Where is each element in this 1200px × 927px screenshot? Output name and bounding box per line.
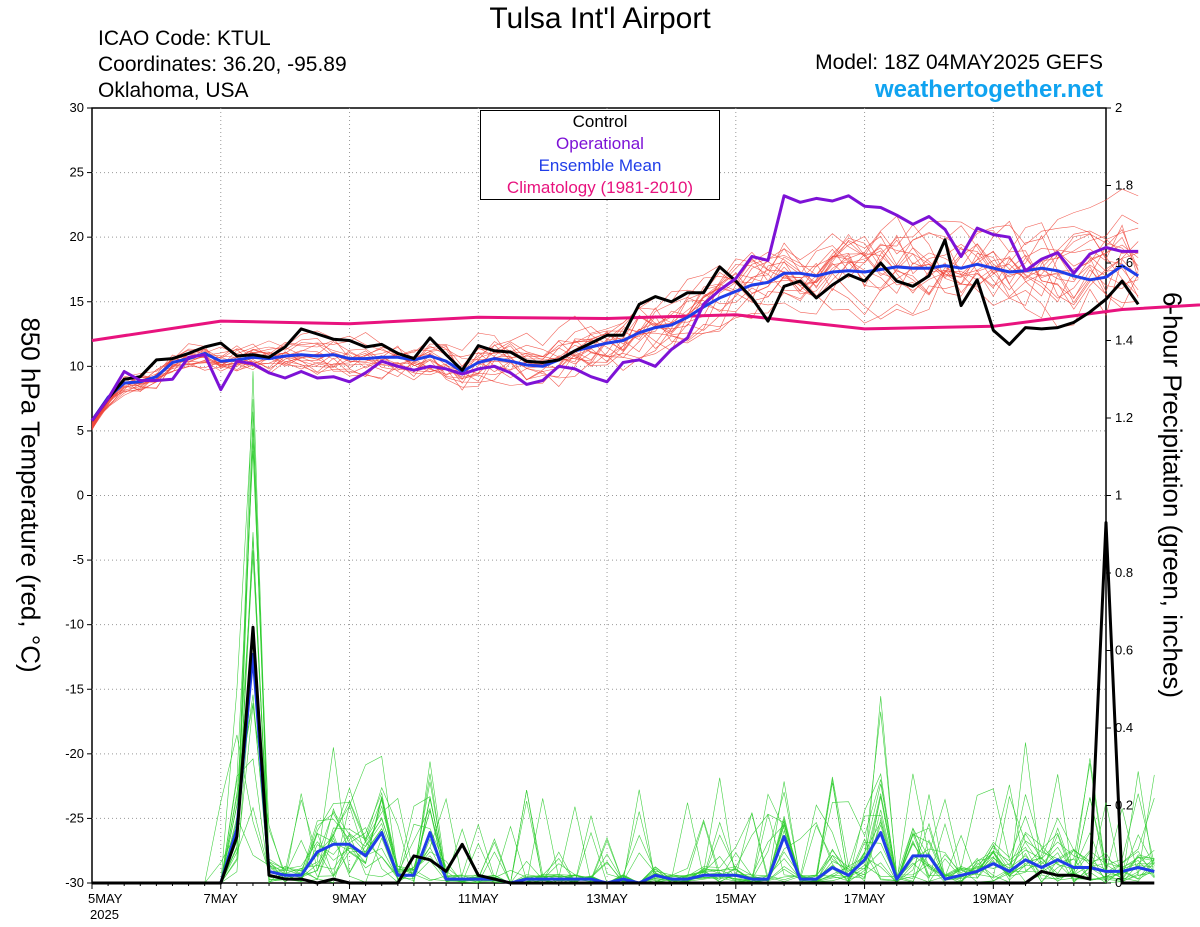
- coordinates: Coordinates: 36.20, -95.89: [98, 53, 347, 76]
- temp-member-line: [91, 252, 1139, 426]
- y-tick-label: -25: [65, 810, 84, 825]
- legend-control: Control: [572, 112, 628, 131]
- y2-tick-label: 1.6: [1115, 255, 1133, 270]
- x-tick-label: 5MAY: [88, 891, 123, 906]
- y-tick-label: -10: [65, 617, 84, 632]
- axis-ticks: 302520151050-5-10-15-20-25-3021.81.61.41…: [65, 100, 1133, 922]
- precip-member-line: [92, 742, 1155, 884]
- y2-tick-label: 0.8: [1115, 565, 1133, 580]
- temp-member-line: [91, 229, 1139, 428]
- y-tick-label: -30: [65, 875, 84, 890]
- x-tick-label: 7MAY: [204, 891, 239, 906]
- y-tick-label: -20: [65, 746, 84, 761]
- y2-tick-label: 1.8: [1115, 178, 1133, 193]
- precip-member-line: [92, 659, 1155, 884]
- legend-operational: Operational: [556, 134, 644, 153]
- member-lines: [91, 188, 1155, 884]
- temp-operational-line: [90, 194, 1139, 422]
- y2-tick-label: 0.2: [1115, 798, 1133, 813]
- x-tick-label: 17MAY: [844, 891, 886, 906]
- icao-code: ICAO Code: KTUL: [98, 27, 271, 50]
- y-tick-label: -15: [65, 681, 84, 696]
- model-run: Model: 18Z 04MAY2025 GEFS: [815, 51, 1103, 74]
- y-tick-label: 0: [77, 488, 84, 503]
- temp-member-line: [91, 220, 1139, 421]
- y2-tick-label: 0.6: [1115, 643, 1133, 658]
- x-tick-label: 19MAY: [972, 891, 1014, 906]
- region: Oklahoma, USA: [98, 79, 249, 102]
- y-tick-label: 5: [77, 423, 84, 438]
- temp-control-line: [90, 238, 1140, 422]
- legend-ensemble-mean: Ensemble Mean: [538, 156, 662, 175]
- x-year-label: 2025: [90, 907, 119, 922]
- precip-member-line: [92, 734, 1155, 884]
- temp-member-line: [91, 227, 1139, 428]
- y-tick-label: 25: [70, 165, 84, 180]
- y-tick-label: 15: [70, 294, 84, 309]
- y-tick-label: -5: [72, 552, 84, 567]
- legend: Control Operational Ensemble Mean Climat…: [480, 110, 720, 200]
- y2-tick-label: 1.4: [1115, 333, 1133, 348]
- precip-member-line: [92, 450, 1155, 884]
- x-tick-label: 9MAY: [332, 891, 367, 906]
- y2-tick-label: 1: [1115, 488, 1122, 503]
- legend-climatology: Climatology (1981-2010): [506, 178, 694, 197]
- temp-member-line: [91, 234, 1139, 429]
- y-tick-label: 30: [70, 100, 84, 115]
- x-tick-label: 13MAY: [586, 891, 628, 906]
- precip-member-line: [92, 704, 1155, 884]
- temp-member-line: [91, 220, 1139, 429]
- x-tick-label: 15MAY: [715, 891, 757, 906]
- y2-tick-label: 1.2: [1115, 410, 1133, 425]
- y-tick-label: 20: [70, 229, 84, 244]
- chart-title: Tulsa Int'l Airport: [489, 2, 711, 35]
- temp-member-line: [91, 188, 1139, 425]
- y2-tick-label: 0.4: [1115, 720, 1133, 735]
- y-axis-label: 850 hPa Temperature (red, °C): [15, 317, 46, 673]
- x-tick-label: 11MAY: [458, 891, 499, 906]
- precip-member-line: [92, 536, 1155, 884]
- y-tick-label: 10: [70, 358, 84, 373]
- y2-axis-label: 6-hour Precipitation (green, inches): [1157, 291, 1188, 699]
- brand-link[interactable]: weathertogether.net: [874, 76, 1103, 103]
- precip-member-line: [92, 550, 1155, 884]
- y2-tick-label: 2: [1115, 100, 1122, 115]
- y2-tick-label: 0: [1115, 875, 1122, 890]
- precip-member-line: [92, 772, 1155, 884]
- temp-member-line: [91, 248, 1139, 422]
